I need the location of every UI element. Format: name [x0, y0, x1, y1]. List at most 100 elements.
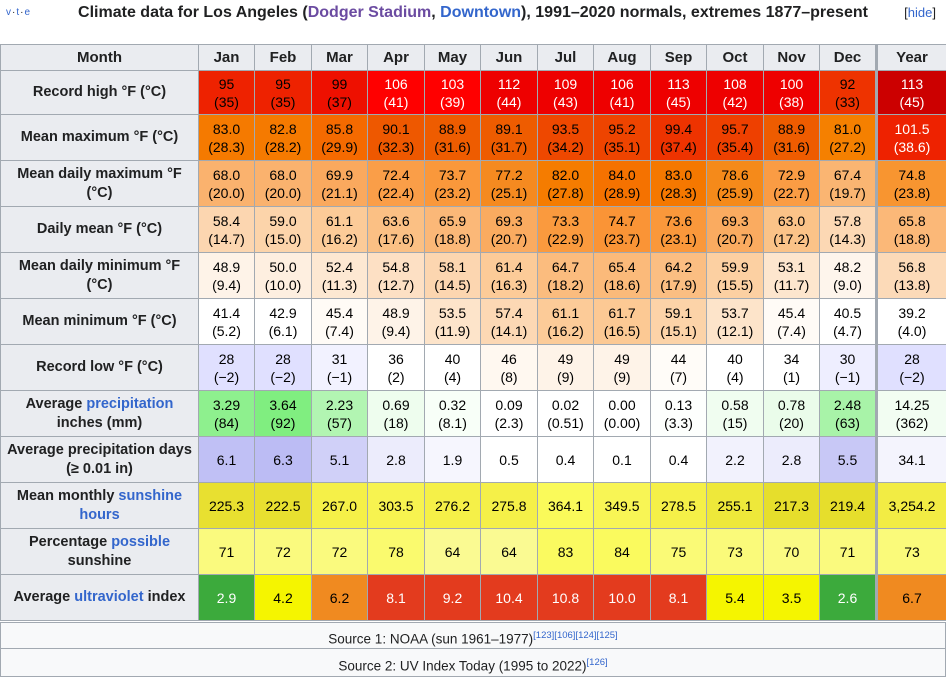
cell-value-f: 30: [820, 350, 875, 368]
data-cell: 6.3: [255, 437, 312, 483]
cell-value-f: 67.4: [820, 166, 875, 184]
cell-value-f: 69.3: [481, 212, 537, 230]
data-cell: 69.3(20.7): [481, 207, 538, 253]
cell-value-f: 56.8: [878, 258, 946, 276]
cell-value-c: (14.3): [820, 230, 875, 248]
cell-value-c: (2.3): [481, 414, 537, 432]
data-cell: 73.3(22.9): [538, 207, 594, 253]
hide-link[interactable]: hide: [908, 5, 933, 20]
edit-template-link[interactable]: e: [24, 7, 31, 18]
cell-value-c: (19.7): [820, 184, 875, 202]
month-header-jul: Jul: [538, 45, 594, 71]
data-cell: 36(2): [368, 345, 425, 391]
data-cell: 0.4: [651, 437, 707, 483]
data-cell: 14.25(362): [877, 391, 946, 437]
data-cell: 74.7(23.7): [594, 207, 651, 253]
cell-value-c: (57): [312, 414, 367, 432]
cell-value-c: (−2): [199, 368, 254, 386]
cell-value-f: 84: [594, 543, 650, 561]
cell-value-f: 68.0: [255, 166, 311, 184]
row-label-text: Percentage: [29, 534, 111, 550]
downtown-link[interactable]: Downtown: [440, 4, 521, 21]
data-cell: 93.5(34.2): [538, 115, 594, 161]
cell-value-f: 0.4: [651, 451, 706, 469]
cell-value-f: 217.3: [764, 497, 819, 515]
row-label: Mean daily maximum °F (°C): [1, 161, 199, 207]
cell-value-f: 6.7: [878, 589, 946, 607]
row-label-text: sunshine: [68, 553, 132, 569]
row-label: Mean maximum °F (°C): [1, 115, 199, 161]
cell-value-c: (14.1): [481, 322, 537, 340]
data-cell: 100(38): [764, 71, 820, 115]
cell-value-c: (12.1): [707, 322, 763, 340]
source-2-refs[interactable]: [126]: [587, 657, 608, 668]
data-cell: 67.4(19.7): [820, 161, 877, 207]
data-cell: 5.1: [312, 437, 368, 483]
source-1-refs[interactable]: [123][106][124][125]: [533, 630, 618, 641]
cell-value-c: (31.6): [764, 138, 819, 156]
data-cell: 73: [707, 529, 764, 575]
navbox-vte-links[interactable]: v·t·e: [6, 4, 31, 22]
data-cell: 53.1(11.7): [764, 253, 820, 299]
data-cell: 44(7): [651, 345, 707, 391]
cell-value-c: (31.7): [481, 138, 537, 156]
data-cell: 59.9(15.5): [707, 253, 764, 299]
cell-value-c: (7): [651, 368, 706, 386]
cell-value-f: 267.0: [312, 497, 367, 515]
row-label-link[interactable]: precipitation: [86, 396, 173, 412]
hide-toggle[interactable]: [hide]: [904, 4, 936, 22]
cell-value-f: 349.5: [594, 497, 650, 515]
row-label-link[interactable]: ultraviolet: [74, 589, 143, 605]
cell-value-f: 34.1: [878, 451, 946, 469]
data-cell: 95(35): [255, 71, 312, 115]
cell-value-f: 78: [368, 543, 424, 561]
cell-value-f: 0.58: [707, 396, 763, 414]
data-cell: 2.23(57): [312, 391, 368, 437]
cell-value-c: (18): [368, 414, 424, 432]
data-cell: 58.1(14.5): [425, 253, 481, 299]
data-cell: 3.29(84): [199, 391, 255, 437]
data-cell: 89.1(31.7): [481, 115, 538, 161]
caption-sep: ,: [431, 4, 440, 21]
cell-value-f: 63.0: [764, 212, 819, 230]
data-cell: 92(33): [820, 71, 877, 115]
cell-value-f: 75: [651, 543, 706, 561]
cell-value-c: (10.0): [255, 276, 311, 294]
month-header: Month: [1, 45, 199, 71]
data-cell: 108(42): [707, 71, 764, 115]
cell-value-c: (16.3): [481, 276, 537, 294]
cell-value-c: (16.2): [312, 230, 367, 248]
cell-value-f: 8.1: [368, 589, 424, 607]
row-label: Average precipitation inches (mm): [1, 391, 199, 437]
month-header-apr: Apr: [368, 45, 425, 71]
cell-value-f: 54.8: [368, 258, 424, 276]
data-cell: 2.48(63): [820, 391, 877, 437]
data-cell: 42.9(6.1): [255, 299, 312, 345]
data-cell: 39.2(4.0): [877, 299, 946, 345]
cell-value-c: (45): [878, 93, 946, 111]
data-cell: 61.1(16.2): [538, 299, 594, 345]
cell-value-c: (15): [707, 414, 763, 432]
cell-value-f: 2.6: [820, 589, 875, 607]
cell-value-f: 69.9: [312, 166, 367, 184]
data-cell: 28(−2): [199, 345, 255, 391]
cell-value-f: 77.2: [481, 166, 537, 184]
cell-value-f: 46: [481, 350, 537, 368]
row-label-link[interactable]: possible: [111, 534, 170, 550]
cell-value-c: (23.8): [878, 184, 946, 202]
cell-value-f: 103: [425, 75, 480, 93]
cell-value-f: 73: [707, 543, 763, 561]
dodger-stadium-link[interactable]: Dodger Stadium: [308, 4, 432, 21]
data-cell: 28(−2): [255, 345, 312, 391]
cell-value-c: (17.6): [368, 230, 424, 248]
data-cell: 69.3(20.7): [707, 207, 764, 253]
cell-value-f: 72.9: [764, 166, 819, 184]
cell-value-f: 50.0: [255, 258, 311, 276]
data-cell: 73: [877, 529, 946, 575]
cell-value-f: 275.8: [481, 497, 537, 515]
cell-value-c: (28.3): [199, 138, 254, 156]
data-cell: 95.2(35.1): [594, 115, 651, 161]
